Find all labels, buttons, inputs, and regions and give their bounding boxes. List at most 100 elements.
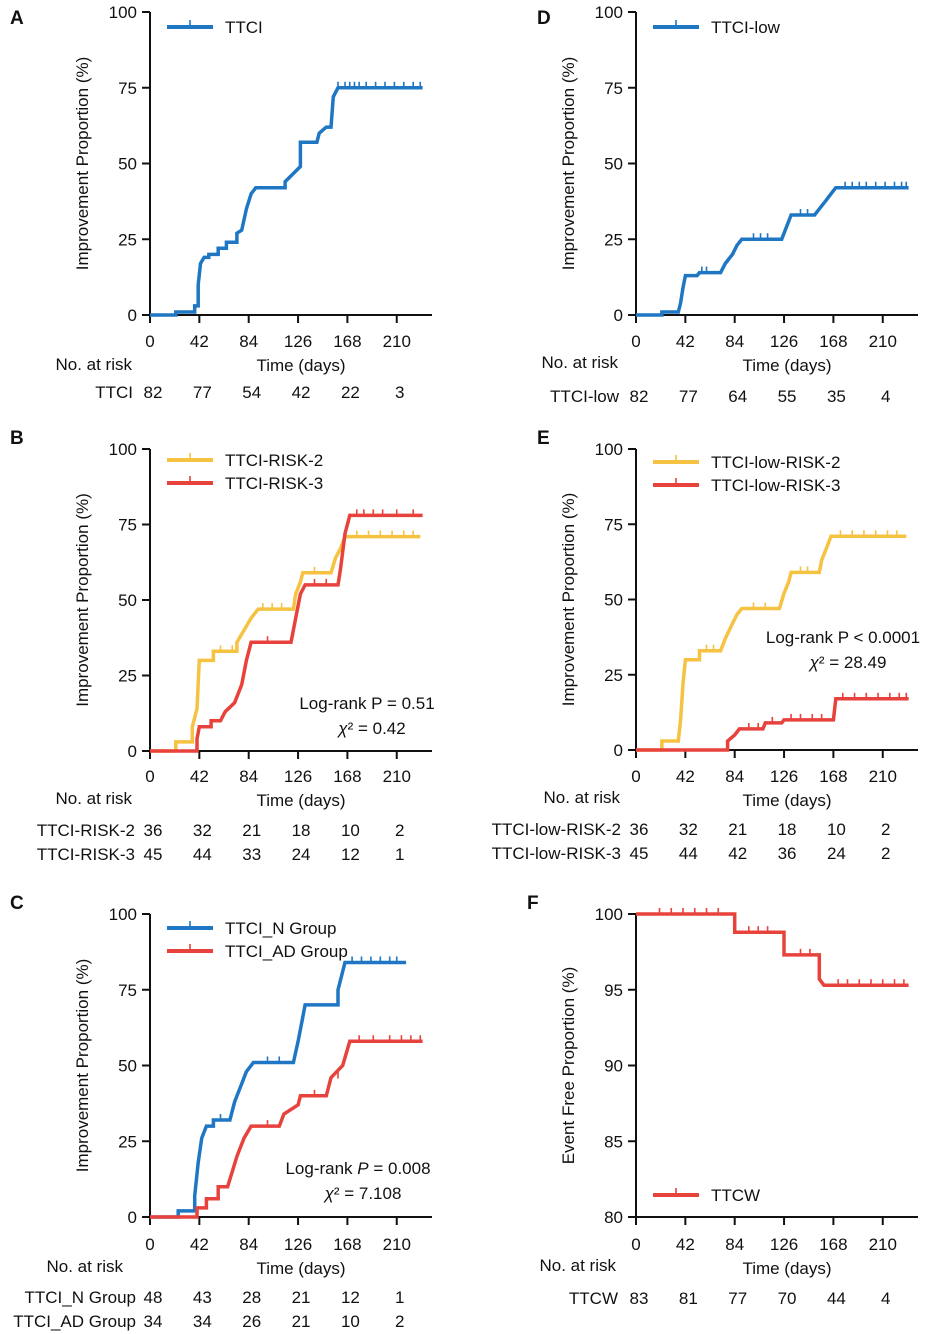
y-tick-label: 50 — [118, 591, 137, 610]
risk-table-title: No. at risk — [46, 1257, 123, 1276]
x-tick-label: 0 — [631, 767, 640, 786]
x-tick-label: 168 — [333, 767, 361, 786]
risk-count: 24 — [292, 845, 311, 864]
x-tick-label: 42 — [676, 1235, 695, 1254]
stat-annotation-logrank: Log-rank P = 0.51 — [299, 694, 434, 713]
y-tick-label: 100 — [109, 440, 137, 459]
risk-count: 4 — [881, 1289, 890, 1308]
risk-count: 77 — [679, 387, 698, 406]
risk-count: 33 — [242, 845, 261, 864]
risk-count: 21 — [242, 821, 261, 840]
y-tick-label: 25 — [118, 1132, 137, 1151]
x-tick-label: 126 — [770, 767, 798, 786]
risk-count: 55 — [778, 387, 797, 406]
legend-label: TTCI_N Group — [225, 919, 336, 938]
x-tick-label: 84 — [239, 767, 258, 786]
x-tick-label: 0 — [145, 1235, 154, 1254]
x-tick-label: 126 — [284, 332, 312, 351]
y-tick-label: 75 — [604, 79, 623, 98]
km-curve-ttci-low — [636, 185, 909, 317]
risk-count: 10 — [827, 820, 846, 839]
risk-row-label: TTCI — [95, 383, 133, 402]
risk-count: 45 — [630, 844, 649, 863]
km-curve-ttci-n-group — [150, 960, 407, 1219]
risk-count: 2 — [395, 1312, 404, 1331]
risk-table-title: No. at risk — [55, 355, 132, 374]
km-curve-ttci-risk-3 — [150, 513, 423, 753]
x-axis-label: Time (days) — [256, 356, 345, 375]
y-axis-label: Improvement Proportion (%) — [559, 57, 578, 271]
y-tick-label: 50 — [118, 155, 137, 174]
risk-count: 21 — [728, 820, 747, 839]
x-tick-label: 210 — [383, 767, 411, 786]
legend-label: TTCI_AD Group — [225, 942, 348, 961]
risk-count: 26 — [242, 1312, 261, 1331]
x-tick-label: 84 — [725, 332, 744, 351]
risk-count: 1 — [395, 1288, 404, 1307]
risk-count: 22 — [341, 383, 360, 402]
y-tick-label: 0 — [128, 742, 137, 761]
risk-count: 34 — [193, 1312, 212, 1331]
x-tick-label: 126 — [770, 1235, 798, 1254]
risk-count: 2 — [881, 820, 890, 839]
panel-letter: D — [537, 8, 551, 29]
y-tick-label: 100 — [595, 905, 623, 924]
risk-count: 42 — [728, 844, 747, 863]
x-tick-label: 168 — [333, 332, 361, 351]
risk-count: 36 — [778, 844, 797, 863]
km-curve-ttci-risk-2 — [150, 534, 421, 753]
x-axis-label: Time (days) — [256, 1259, 345, 1278]
risk-count: 48 — [144, 1288, 163, 1307]
y-tick-label: 0 — [128, 306, 137, 325]
risk-count: 44 — [193, 845, 212, 864]
panel-f: F 80 85 90 95 100 0 42 84 126 168 210 Time (days) Eve… — [527, 893, 918, 1308]
risk-count: 2 — [881, 844, 890, 863]
y-tick-label: 50 — [604, 591, 623, 610]
risk-row-label: TTCI-low-RISK-3 — [492, 844, 621, 863]
risk-count: 77 — [728, 1289, 747, 1308]
risk-count: 54 — [242, 383, 261, 402]
risk-row-label: TTCI-RISK-3 — [37, 845, 135, 864]
panel-letter: B — [10, 428, 24, 449]
y-tick-label: 25 — [604, 230, 623, 249]
risk-count: 83 — [630, 1289, 649, 1308]
y-tick-label: 50 — [604, 155, 623, 174]
km-curve-ttci-ad-group — [150, 1039, 423, 1219]
y-tick-label: 75 — [118, 79, 137, 98]
x-tick-label: 42 — [190, 332, 209, 351]
stat-annotation-chi2: χ² = 28.49 — [808, 653, 887, 672]
x-tick-label: 126 — [284, 1235, 312, 1254]
x-tick-label: 126 — [770, 332, 798, 351]
km-curve-ttcw — [636, 912, 909, 987]
x-tick-label: 210 — [869, 332, 897, 351]
risk-count: 2 — [395, 821, 404, 840]
y-axis-label: Improvement Proportion (%) — [73, 493, 92, 707]
x-axis-label: Time (days) — [256, 791, 345, 810]
panel-letter: E — [537, 428, 550, 449]
x-tick-label: 42 — [676, 332, 695, 351]
risk-table-title: No. at risk — [539, 1256, 616, 1275]
risk-count: 35 — [827, 387, 846, 406]
x-tick-label: 42 — [190, 767, 209, 786]
risk-table-title: No. at risk — [543, 788, 620, 807]
panel-letter: A — [10, 8, 24, 29]
risk-table-title: No. at risk — [55, 789, 132, 808]
x-tick-label: 0 — [631, 1235, 640, 1254]
panel-letter: F — [527, 893, 539, 914]
risk-count: 1 — [395, 845, 404, 864]
x-tick-label: 0 — [145, 767, 154, 786]
legend-label: TTCI-low — [711, 18, 781, 37]
x-tick-label: 168 — [819, 767, 847, 786]
risk-count: 21 — [292, 1288, 311, 1307]
y-tick-label: 0 — [128, 1208, 137, 1227]
x-axis-label: Time (days) — [742, 1259, 831, 1278]
x-tick-label: 0 — [631, 332, 640, 351]
x-tick-label: 210 — [383, 1235, 411, 1254]
y-tick-label: 95 — [604, 981, 623, 1000]
y-tick-label: 75 — [604, 515, 623, 534]
x-tick-label: 168 — [819, 332, 847, 351]
risk-count: 77 — [193, 383, 212, 402]
